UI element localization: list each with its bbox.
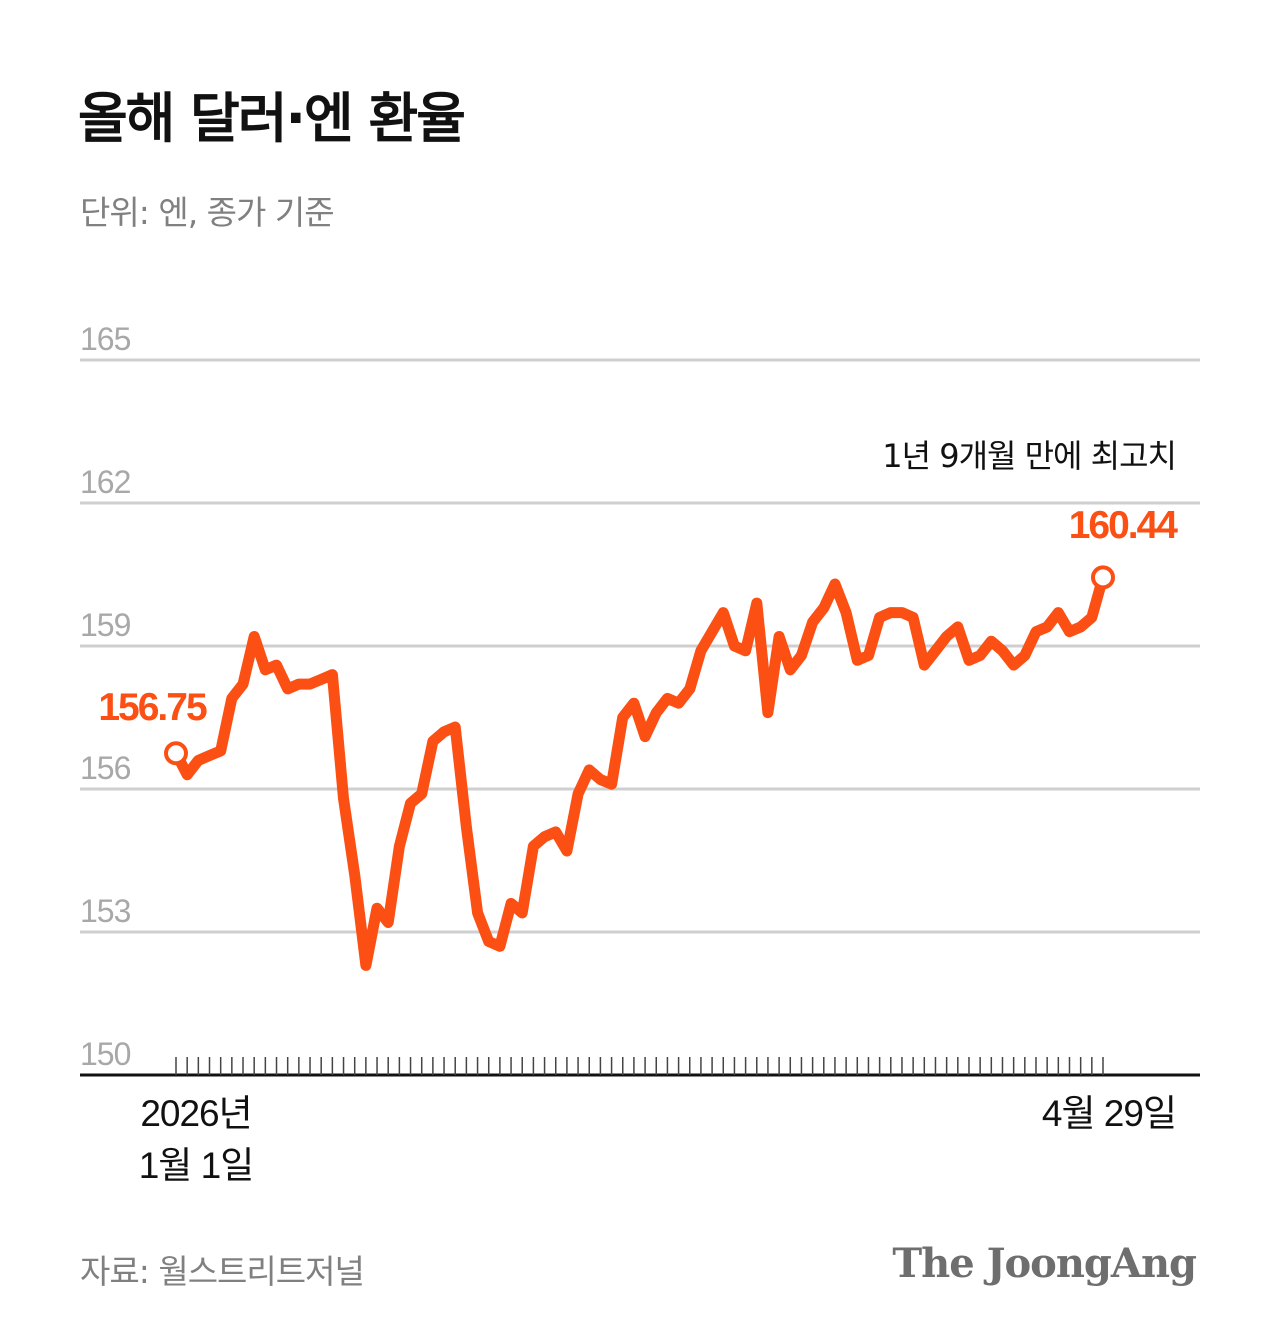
record-high-note: 1년 9개월 만에 최고치: [882, 437, 1176, 475]
x-axis-minor-ticks: [175, 1057, 1104, 1075]
start-point-marker: [164, 741, 188, 766]
source-credit: 자료: 월스트리트저널: [80, 1252, 365, 1291]
y-axis-ticks: 150 153 156 159 162 165: [80, 321, 132, 1072]
y-tick-label-159: 159: [80, 607, 131, 643]
unit-note: 단위: 엔, 종가 기준: [80, 193, 335, 232]
end-value-label: 160.44: [1069, 504, 1179, 547]
start-value-label: 156.75: [98, 686, 207, 729]
y-tick-label-162: 162: [80, 464, 131, 500]
y-tick-label-165: 165: [80, 321, 131, 357]
y-tick-label-153: 153: [80, 893, 131, 929]
y-tick-label-156: 156: [80, 750, 131, 786]
publisher-logo: The JoongAng: [892, 1240, 1197, 1287]
gridlines: [80, 358, 1200, 934]
x-start-label-year: 2026년: [140, 1093, 251, 1134]
x-end-label: 4월 29일: [1042, 1093, 1176, 1134]
y-tick-label-150: 150: [80, 1036, 131, 1072]
chart-title: 올해 달러·엔 환율: [78, 87, 466, 150]
x-start-label-date: 1월 1일: [139, 1145, 254, 1186]
endpoint-markers: [164, 565, 1115, 766]
series-line-usd-jpy: [170, 571, 1109, 971]
end-point-marker: [1091, 565, 1115, 590]
